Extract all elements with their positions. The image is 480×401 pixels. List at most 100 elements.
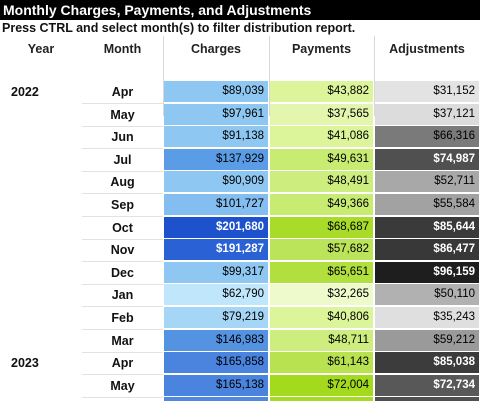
month-selector[interactable]: Apr — [82, 352, 163, 376]
payments-cell[interactable]: $48,711 — [270, 329, 373, 351]
table-row[interactable]: Mar $146,983 $48,711 $59,212 — [0, 329, 480, 353]
header-month: Month — [103, 42, 142, 56]
payments-cell[interactable]: $43,882 — [270, 81, 373, 102]
payments-cell[interactable]: $70,708 — [270, 397, 373, 401]
year-label — [0, 194, 82, 217]
table-row[interactable]: Oct $201,680 $68,687 $85,644 — [0, 216, 480, 240]
table-row[interactable]: Jun$154,157$70,708$75,702 — [0, 397, 480, 401]
month-selector[interactable]: Nov — [82, 239, 163, 263]
month-selector[interactable]: Jul — [82, 149, 163, 172]
header-payments: Payments — [291, 42, 352, 56]
month-selector[interactable]: Jan — [82, 284, 163, 308]
adjustments-cell[interactable]: $72,734 — [375, 374, 479, 396]
payments-cell[interactable]: $61,143 — [270, 352, 373, 374]
charges-cell[interactable]: $99,317 — [164, 261, 268, 283]
year-label — [0, 104, 82, 127]
payments-cell[interactable]: $41,086 — [270, 126, 373, 148]
month-selector[interactable]: Jun — [82, 126, 163, 150]
year-label — [0, 375, 82, 398]
year-label — [0, 126, 82, 149]
month-selector[interactable]: Apr — [82, 81, 163, 104]
adjustments-cell[interactable]: $74,987 — [375, 148, 479, 170]
adjustments-cell[interactable]: $52,711 — [375, 171, 479, 193]
table-row[interactable]: Sep $101,727 $49,366 $55,584 — [0, 194, 480, 217]
table-row[interactable]: 2023 Apr $165,858 $61,143 $85,038 — [0, 352, 480, 376]
payments-cell[interactable]: $49,631 — [270, 148, 373, 170]
table-row[interactable]: Nov $191,287 $57,682 $86,477 — [0, 239, 480, 263]
adjustments-cell[interactable]: $37,121 — [375, 103, 479, 125]
year-label: 2022 — [11, 85, 39, 99]
payments-cell[interactable]: $68,687 — [270, 216, 373, 238]
charges-cell[interactable]: $165,138 — [164, 374, 268, 396]
charges-cell[interactable]: $137,929 — [164, 148, 268, 170]
table-row[interactable]: Aug $90,909 $48,491 $52,711 — [0, 171, 480, 195]
charges-cell[interactable]: $101,727 — [164, 194, 268, 215]
year-label — [0, 239, 82, 262]
year-label: 2023 — [11, 356, 39, 371]
adjustments-cell[interactable]: $50,110 — [375, 284, 479, 306]
payments-cell[interactable]: $65,651 — [270, 261, 373, 283]
charges-cell[interactable]: $165,858 — [164, 352, 268, 374]
payments-cell[interactable]: $49,366 — [270, 194, 373, 215]
month-selector[interactable]: Feb — [82, 307, 163, 330]
table-row[interactable]: Jan $62,790 $32,265 $50,110 — [0, 284, 480, 308]
payments-cell[interactable]: $37,565 — [270, 103, 373, 125]
payments-cell[interactable]: $57,682 — [270, 239, 373, 261]
month-selector[interactable]: Oct — [82, 217, 163, 240]
table-row[interactable]: 2022 Apr $89,039 $43,882 $31,152 — [0, 81, 480, 104]
table-row[interactable]: May $97,961 $37,565 $37,121 — [0, 103, 480, 127]
adjustments-cell[interactable]: $86,477 — [375, 239, 479, 261]
adjustments-cell[interactable]: $96,159 — [375, 261, 479, 283]
month-selector[interactable]: May — [82, 104, 163, 127]
month-selector[interactable]: May — [82, 375, 163, 398]
adjustments-cell[interactable]: $66,316 — [375, 126, 479, 148]
table-row[interactable]: Dec $99,317 $65,651 $96,159 — [0, 261, 480, 285]
charges-cell[interactable]: $89,039 — [164, 81, 268, 102]
payments-cell[interactable]: $32,265 — [270, 284, 373, 306]
table-row[interactable]: Jul $137,929 $49,631 $74,987 — [0, 148, 480, 172]
table-row[interactable]: May $165,138 $72,004 $72,734 — [0, 374, 480, 398]
month-selector[interactable]: Sep — [82, 194, 163, 217]
header-adjustments: Adjustments — [389, 42, 465, 56]
month-selector[interactable]: Jun — [82, 397, 163, 401]
month-selector[interactable]: Mar — [82, 330, 163, 353]
charges-cell[interactable]: $191,287 — [164, 239, 268, 261]
charges-cell[interactable]: $146,983 — [164, 329, 268, 351]
charges-cell[interactable]: $62,790 — [164, 284, 268, 306]
adjustments-cell[interactable]: $31,152 — [375, 81, 479, 102]
table-row[interactable]: Feb $79,219 $40,806 $35,243 — [0, 307, 480, 330]
charges-cell[interactable]: $201,680 — [164, 216, 268, 238]
year-label — [0, 171, 82, 194]
header-charges: Charges — [190, 42, 242, 56]
charges-cell[interactable]: $90,909 — [164, 171, 268, 193]
year-label — [0, 217, 82, 240]
payments-cell[interactable]: $40,806 — [270, 307, 373, 328]
payments-cell[interactable]: $48,491 — [270, 171, 373, 193]
charges-cell[interactable]: $97,961 — [164, 103, 268, 125]
column-divider — [269, 36, 270, 116]
year-label — [0, 330, 82, 353]
filter-instructions: Press CTRL and select month(s) to filter… — [2, 21, 356, 35]
adjustments-cell[interactable]: $55,584 — [375, 194, 479, 215]
year-label — [0, 284, 82, 307]
adjustments-cell[interactable]: $75,702 — [375, 397, 479, 401]
charges-cell[interactable]: $79,219 — [164, 307, 268, 328]
monthly-table: Year Month Charges Payments Adjustments … — [0, 36, 480, 401]
year-label — [0, 397, 82, 401]
adjustments-cell[interactable]: $35,243 — [375, 307, 479, 328]
table-row[interactable]: Jun $91,138 $41,086 $66,316 — [0, 126, 480, 150]
year-label — [0, 149, 82, 172]
month-selector[interactable]: Aug — [82, 171, 163, 195]
adjustments-cell[interactable]: $85,644 — [375, 216, 479, 238]
column-divider — [163, 36, 164, 116]
charges-cell[interactable]: $154,157 — [164, 397, 268, 401]
month-selector[interactable]: Dec — [82, 262, 163, 285]
adjustments-cell[interactable]: $59,212 — [375, 329, 479, 351]
charges-cell[interactable]: $91,138 — [164, 126, 268, 148]
year-label — [0, 307, 82, 330]
column-divider — [374, 36, 375, 116]
adjustments-cell[interactable]: $85,038 — [375, 352, 479, 374]
report-title: Monthly Charges, Payments, and Adjustmen… — [0, 0, 480, 20]
header-year: Year — [27, 42, 55, 56]
payments-cell[interactable]: $72,004 — [270, 374, 373, 396]
